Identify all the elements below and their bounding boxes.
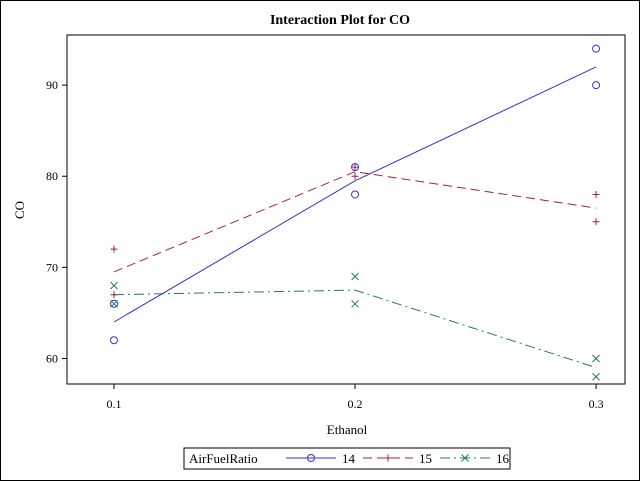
data-point-16: [111, 300, 118, 307]
series-line-15: [114, 172, 596, 272]
series-14: [111, 45, 600, 344]
y-tick-label: 70: [46, 260, 58, 274]
data-point-14: [111, 337, 118, 344]
x-tick-label: 0.2: [348, 397, 363, 411]
series-16: [111, 273, 600, 380]
legend: AirFuelRatio 14 15 16: [184, 448, 510, 469]
y-axis: 60 70 80 90: [46, 78, 67, 365]
series-line-16: [114, 290, 596, 368]
data-point-16: [111, 282, 118, 289]
plot-area: [67, 35, 625, 384]
x-tick-label: 0.1: [107, 397, 122, 411]
legend-label-14: 14: [342, 451, 356, 466]
data-point-15: [111, 246, 118, 253]
series-layer: [111, 45, 600, 380]
y-tick-label: 80: [46, 169, 58, 183]
x-tick-label: 0.3: [589, 397, 604, 411]
data-point-15: [352, 173, 359, 180]
data-point-16: [352, 273, 359, 280]
data-point-16: [352, 300, 359, 307]
data-point-16: [593, 373, 600, 380]
series-line-14: [114, 67, 596, 322]
data-point-14: [352, 191, 359, 198]
data-point-14: [593, 82, 600, 89]
series-15: [111, 164, 600, 299]
data-point-15: [593, 191, 600, 198]
x-axis-label: Ethanol: [327, 422, 368, 437]
chart-title: Interaction Plot for CO: [270, 13, 410, 28]
y-tick-label: 60: [46, 351, 58, 365]
data-point-16: [593, 355, 600, 362]
y-axis-label: CO: [12, 201, 27, 219]
y-tick-label: 90: [46, 78, 58, 92]
legend-title: AirFuelRatio: [189, 451, 258, 466]
legend-label-15: 15: [419, 451, 432, 466]
data-point-14: [593, 45, 600, 52]
x-axis: 0.1 0.2 0.3: [107, 384, 604, 411]
legend-label-16: 16: [496, 451, 510, 466]
data-point-15: [593, 218, 600, 225]
